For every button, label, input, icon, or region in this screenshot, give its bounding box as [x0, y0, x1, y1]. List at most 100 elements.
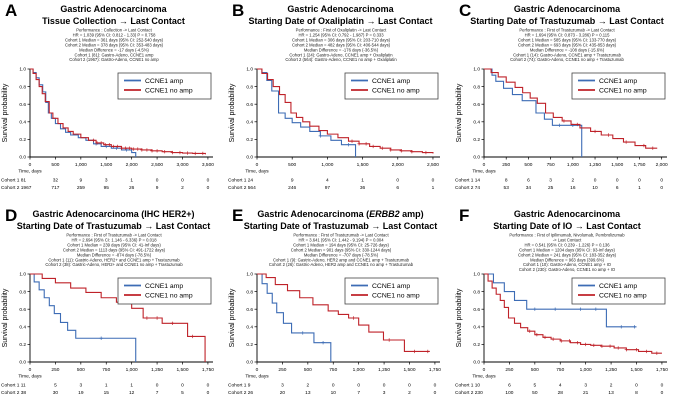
risk-count: 9	[79, 178, 82, 184]
risk-count: 32	[53, 178, 59, 184]
km-curve-amp	[30, 68, 137, 158]
risk-count: 3	[383, 390, 386, 396]
censor-mark	[655, 351, 659, 356]
y-tick-label: 1.0	[246, 67, 253, 73]
stats-line: Cohort 2 Median = 693 days (95% CI: 435-…	[517, 42, 617, 48]
legend-box	[571, 277, 666, 305]
y-tick-label: 1.0	[473, 272, 480, 278]
x-tick-label: 1,000	[75, 162, 87, 168]
x-axis-title: Time, days	[472, 374, 496, 380]
risk-count: 13	[305, 390, 311, 396]
stats-block: Performance : First of Trastuzumab -> La…	[0, 233, 227, 270]
panel-letter: F	[459, 206, 470, 225]
risk-row-label: Cohort 1 11	[1, 383, 26, 389]
censor-mark	[104, 145, 108, 149]
risk-count: 8	[505, 178, 508, 184]
y-tick-label: 0.0	[473, 360, 480, 366]
y-tick-label: 0.6	[246, 307, 253, 313]
risk-row-label: Cohort 2 564	[228, 185, 256, 191]
risk-row-label: Cohort 1 24	[228, 178, 253, 184]
km-panel-d: D Gastric Adenocarcinoma (IHC HER2+) Sta…	[0, 205, 227, 410]
x-tick-label: 1,000	[353, 367, 365, 373]
legend-label: CCNE1 no amp	[145, 293, 193, 300]
y-tick-label: 0.2	[473, 137, 480, 143]
censor-mark	[535, 333, 539, 337]
stats-line: -> Last Contact	[552, 237, 582, 243]
y-tick-label: 1.0	[473, 67, 480, 73]
y-tick-label: 0.0	[473, 155, 480, 161]
stats-line: Cohort 1 (24): Gastro-Adeno, CCNE1 amp +…	[288, 52, 393, 58]
risk-count: 3	[549, 178, 552, 184]
x-tick-label: 500	[288, 162, 296, 168]
x-tick-label: 0	[256, 367, 259, 373]
y-axis-title: Survival probability	[229, 289, 236, 348]
risk-count: 13	[608, 390, 614, 396]
x-tick-label: 1,000	[580, 367, 592, 373]
x-tick-label: 1,250	[605, 367, 617, 373]
risk-count: 50	[532, 390, 538, 396]
risk-count: 95	[104, 185, 110, 191]
risk-row-label: Cohort 1 14	[455, 178, 480, 184]
x-tick-label: 250	[51, 367, 59, 373]
censor-mark	[99, 336, 103, 341]
risk-count: 21	[583, 390, 589, 396]
x-axis-title: Time, days	[18, 374, 42, 380]
risk-count: 0	[434, 390, 437, 396]
x-tick-label: 2,000	[126, 162, 138, 168]
x-tick-label: 1,500	[611, 162, 623, 168]
risk-row-label: Cohort 2 26	[228, 390, 253, 396]
y-tick-label: 0.4	[473, 120, 480, 126]
risk-count: 36	[360, 185, 366, 191]
censor-mark	[412, 350, 417, 354]
risk-count: 9	[156, 185, 159, 191]
stats-line: Median Difference = -17 days (-4.5%)	[78, 47, 149, 53]
risk-count: 0	[616, 178, 619, 184]
stats-line: Median Difference = -108 days (-15.6%)	[529, 47, 605, 53]
y-tick-label: 0.4	[19, 120, 26, 126]
risk-count: 0	[638, 178, 641, 184]
survival-plot: 1.00.80.60.40.20.00 500 1,000 1,500 2,000 2,5…	[228, 67, 440, 191]
censor-mark	[644, 350, 649, 354]
x-tick-label: 0	[29, 367, 32, 373]
risk-count: 1	[105, 383, 108, 389]
x-tick-label: 1,750	[202, 367, 214, 373]
censor-mark	[351, 316, 356, 321]
x-tick-label: 500	[524, 162, 532, 168]
km-panel-c: C Gastric Adenocarcinoma Starting Date o…	[454, 0, 680, 205]
stats-line: Performance : Collection -> Last Contact	[75, 27, 152, 33]
censor-mark	[651, 146, 655, 151]
survival-plot: 1.00.80.60.40.20.00 250 500 750 1,000 1,250 1,…	[228, 272, 441, 396]
censor-mark	[387, 338, 391, 343]
x-tick-label: 1,500	[357, 162, 369, 168]
x-tick-label: 1,000	[567, 162, 579, 168]
censor-mark	[111, 145, 116, 149]
x-tick-label: 250	[502, 162, 510, 168]
y-tick-label: 0.6	[473, 307, 480, 313]
stats-line: Performance : First of Oxaliplatin -> La…	[295, 27, 386, 33]
censor-mark	[150, 149, 154, 153]
risk-count: 5	[181, 390, 184, 396]
km-curve-amp	[30, 273, 137, 363]
risk-count: 0	[207, 390, 210, 396]
x-tick-label: 1,750	[633, 162, 645, 168]
censor-mark	[606, 133, 611, 138]
risk-count: 0	[156, 383, 159, 389]
x-tick-label: 1,250	[151, 367, 163, 373]
x-tick-label: 3,500	[202, 162, 214, 168]
censor-mark	[575, 341, 580, 345]
y-tick-label: 0.4	[19, 325, 26, 331]
censor-mark	[389, 148, 393, 153]
y-tick-label: 0.4	[246, 325, 253, 331]
stats-line: Cohort 2 (1967): Gastro-Adeno, CCNE1 no …	[68, 57, 159, 63]
censor-mark	[193, 152, 197, 156]
censor-mark	[163, 150, 167, 154]
censor-mark	[380, 146, 384, 151]
x-tick-label: 1,750	[429, 367, 441, 373]
risk-count: 16	[570, 185, 576, 191]
panel-title-line2: Starting Date of Trastuzumab → Last Cont…	[243, 220, 438, 231]
x-axis-title: Time, days	[245, 374, 269, 380]
panel-letter: A	[5, 1, 18, 20]
x-tick-label: 750	[547, 162, 555, 168]
risk-count: 2	[306, 383, 309, 389]
censor-mark	[528, 329, 532, 334]
